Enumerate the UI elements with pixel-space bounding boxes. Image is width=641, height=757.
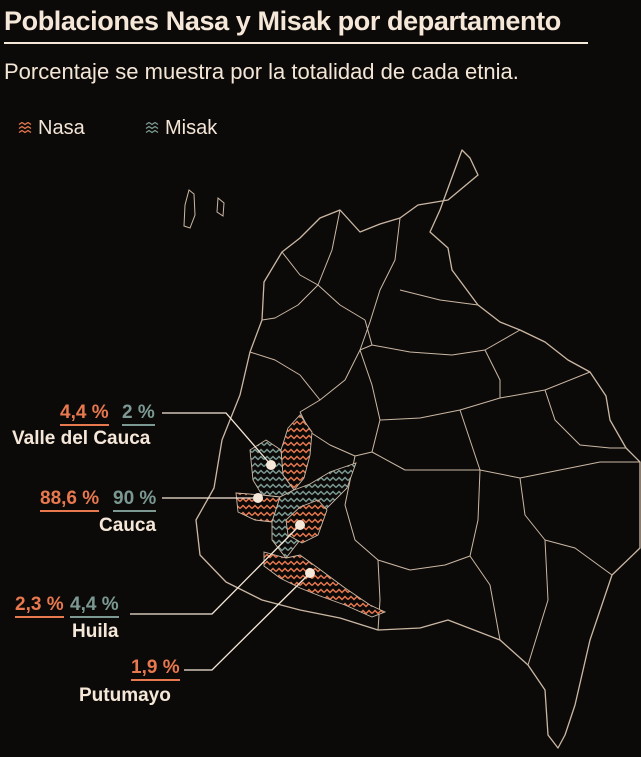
pct-nasa: 4,4 % (60, 402, 109, 426)
island-small (216, 196, 225, 217)
pct-misak: 4,4 % (70, 594, 119, 618)
label-cauca: Cauca (99, 515, 157, 536)
region-cauca-nasa-east (285, 499, 328, 544)
page-subtitle: Porcentaje se muestra por la totalidad d… (4, 59, 519, 84)
page-title: Poblaciones Nasa y Misak por departament… (4, 6, 561, 36)
misak-swatch-icon (145, 122, 159, 134)
marker-cauca (253, 493, 263, 503)
legend-label-misak: Misak (165, 117, 218, 139)
pct-nasa: 2,3 % (15, 594, 64, 618)
pct-misak: 90 % (113, 488, 157, 512)
nasa-swatch-icon (18, 122, 32, 134)
pct-nasa: 88,6 % (40, 488, 100, 512)
location-markers (253, 460, 315, 578)
region-putumayo-nasa (263, 551, 387, 618)
pct-nasa: 1,9 % (131, 657, 180, 681)
island-large (183, 189, 196, 229)
legend-label-nasa: Nasa (38, 117, 85, 139)
marker-valle-del-cauca (266, 460, 276, 470)
label-valle-del-cauca: Valle del Cauca (12, 428, 151, 449)
department-borders (249, 209, 640, 666)
leader-lines (130, 412, 311, 671)
label-huila: Huila (72, 621, 119, 642)
country-outline (195, 149, 641, 749)
pct-misak: 2 % (122, 402, 155, 426)
title-underline (4, 42, 588, 44)
label-putumayo: Putumayo (79, 685, 171, 706)
marker-putumayo (305, 568, 315, 578)
marker-huila (295, 520, 305, 530)
